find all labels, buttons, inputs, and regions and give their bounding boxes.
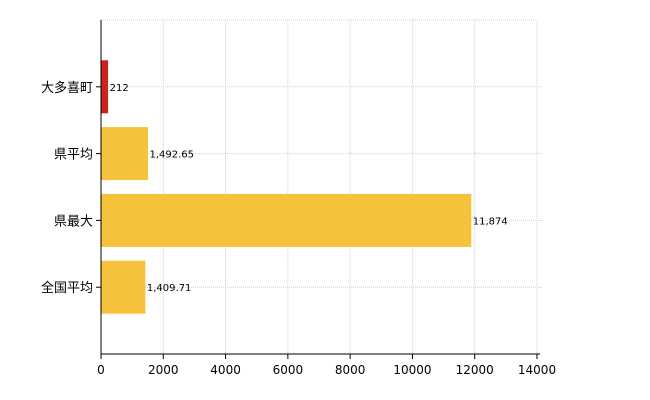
x-tick-label: 8000: [335, 363, 366, 377]
data-label: 1,409.71: [147, 283, 192, 294]
bars: [101, 60, 472, 314]
data-label: 11,874: [473, 216, 508, 227]
x-tick-label: 2000: [148, 363, 179, 377]
x-tick-label: 10000: [393, 363, 431, 377]
bar: [101, 127, 148, 181]
bar: [101, 260, 146, 314]
data-label: 212: [110, 83, 129, 94]
x-tick-label: 12000: [456, 363, 494, 377]
x-axis-ticks: 0 2000 4000 6000 8000 10000 12000 14000: [97, 354, 556, 377]
x-tick-label: 0: [97, 363, 105, 377]
bar: [101, 193, 472, 247]
x-tick-label: 14000: [518, 363, 556, 377]
category-label: 県最大: [54, 214, 93, 229]
x-tick-label: 6000: [273, 363, 304, 377]
category-label: 大多喜町: [41, 80, 93, 96]
category-label: 全国平均: [41, 280, 93, 296]
data-label: 1,492.65: [149, 150, 194, 161]
axes: [100, 20, 540, 355]
grid: [101, 19, 543, 354]
data-labels: 212 1,492.65 11,874 1,409.71: [110, 83, 508, 294]
category-label: 県平均: [54, 148, 93, 163]
bar: [101, 60, 109, 114]
x-tick-label: 4000: [210, 363, 241, 377]
